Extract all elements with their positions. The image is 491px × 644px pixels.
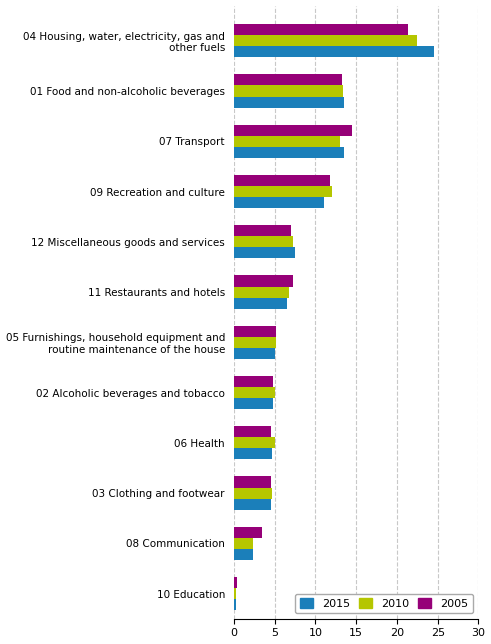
Bar — [234, 97, 344, 108]
Bar — [234, 24, 408, 35]
Bar — [234, 398, 273, 409]
Bar — [234, 549, 253, 560]
Bar — [234, 599, 236, 610]
Bar — [234, 577, 237, 588]
Bar — [234, 387, 274, 398]
Bar — [234, 175, 330, 186]
Legend: 2015, 2010, 2005: 2015, 2010, 2005 — [295, 594, 473, 613]
Bar — [234, 147, 344, 158]
Bar — [234, 426, 272, 437]
Bar — [234, 488, 273, 498]
Bar — [234, 125, 352, 136]
Bar — [234, 477, 272, 488]
Bar — [234, 298, 287, 308]
Bar — [234, 588, 236, 599]
Bar — [234, 376, 273, 387]
Bar — [234, 236, 293, 247]
Bar — [234, 448, 273, 459]
Bar — [234, 197, 324, 208]
Bar — [234, 35, 417, 46]
Bar — [234, 527, 263, 538]
Bar — [234, 538, 253, 549]
Bar — [234, 437, 274, 448]
Bar — [234, 326, 275, 337]
Bar — [234, 247, 295, 258]
Bar — [234, 46, 434, 57]
Bar — [234, 136, 340, 147]
Bar — [234, 225, 291, 236]
Bar — [234, 348, 274, 359]
Bar — [234, 498, 271, 509]
Bar — [234, 287, 289, 298]
Bar — [234, 75, 342, 86]
Bar — [234, 276, 294, 287]
Bar — [234, 186, 332, 197]
Bar — [234, 337, 276, 348]
Bar — [234, 86, 343, 97]
